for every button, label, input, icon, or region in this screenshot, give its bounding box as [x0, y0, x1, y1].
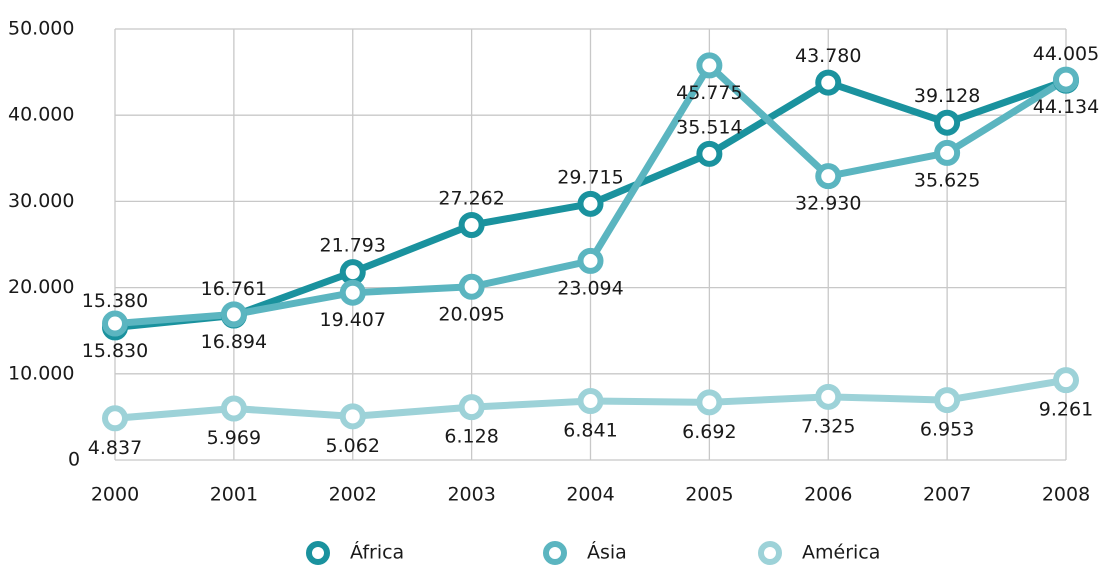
data-label: 19.407 — [320, 309, 386, 331]
data-label: 6.692 — [682, 421, 736, 443]
data-label: 44.005 — [1033, 43, 1099, 65]
data-label: 45.775 — [676, 82, 742, 104]
point — [815, 163, 842, 190]
data-label: 16.761 — [201, 278, 267, 300]
point — [458, 212, 485, 239]
x-tick-label: 2000 — [91, 484, 139, 506]
point — [220, 395, 247, 422]
data-label: 6.841 — [563, 420, 617, 442]
point — [220, 301, 247, 328]
legend-marker — [306, 541, 330, 565]
data-label: 9.261 — [1039, 399, 1093, 421]
data-label: 16.894 — [201, 331, 267, 353]
x-tick-label: 2004 — [566, 484, 614, 506]
x-tick-label: 2001 — [210, 484, 258, 506]
data-label: 35.514 — [676, 116, 742, 138]
data-label: 4.837 — [88, 437, 142, 459]
point — [934, 139, 961, 166]
point — [1053, 66, 1079, 93]
point — [934, 109, 961, 136]
x-tick-label: 2008 — [1042, 484, 1090, 506]
data-label: 27.262 — [438, 188, 504, 210]
point — [696, 140, 723, 167]
y-tick-label: 50.000 — [8, 18, 74, 40]
point — [696, 52, 723, 79]
x-tick-label: 2003 — [447, 484, 495, 506]
legend-marker — [758, 541, 782, 565]
point — [102, 405, 128, 432]
data-label: 43.780 — [795, 45, 861, 67]
data-label: 5.062 — [326, 435, 380, 457]
point — [577, 190, 604, 217]
point — [1053, 367, 1079, 394]
point — [696, 389, 723, 416]
y-tick-label: 30.000 — [8, 190, 74, 212]
x-tick-label: 2005 — [685, 484, 733, 506]
y-tick-label: 40.000 — [8, 104, 74, 126]
data-label: 20.095 — [438, 303, 504, 325]
data-label: 7.325 — [801, 415, 855, 437]
y-tick-label: 0 — [68, 449, 80, 471]
x-tick-label: 2007 — [923, 484, 971, 506]
data-label: 6.953 — [920, 419, 974, 441]
y-tick-label: 20.000 — [8, 276, 74, 298]
y-tick-label: 10.000 — [8, 362, 74, 384]
point — [934, 387, 961, 414]
legend-label: África — [350, 541, 404, 564]
point — [458, 394, 485, 421]
data-label: 15.380 — [82, 290, 148, 312]
legend-label: América — [802, 542, 880, 564]
point — [815, 383, 842, 410]
data-label: 5.969 — [207, 427, 261, 449]
data-label: 35.625 — [914, 169, 980, 191]
x-tick-label: 2006 — [804, 484, 852, 506]
point — [339, 259, 366, 286]
data-label: 23.094 — [557, 277, 623, 299]
data-label: 21.793 — [320, 235, 386, 257]
point — [577, 388, 604, 415]
data-label: 29.715 — [557, 166, 623, 188]
point — [815, 69, 842, 96]
legend-marker — [543, 541, 567, 565]
point — [577, 247, 604, 274]
data-label: 39.128 — [914, 85, 980, 107]
point — [339, 279, 366, 306]
data-label: 44.134 — [1033, 96, 1099, 118]
point — [339, 403, 366, 430]
point — [102, 310, 128, 337]
point — [458, 273, 485, 300]
legend-label: Ásia — [587, 541, 627, 564]
x-tick-label: 2002 — [329, 484, 377, 506]
data-label: 6.128 — [444, 426, 498, 448]
data-label: 15.830 — [82, 340, 148, 362]
data-label: 32.930 — [795, 193, 861, 215]
